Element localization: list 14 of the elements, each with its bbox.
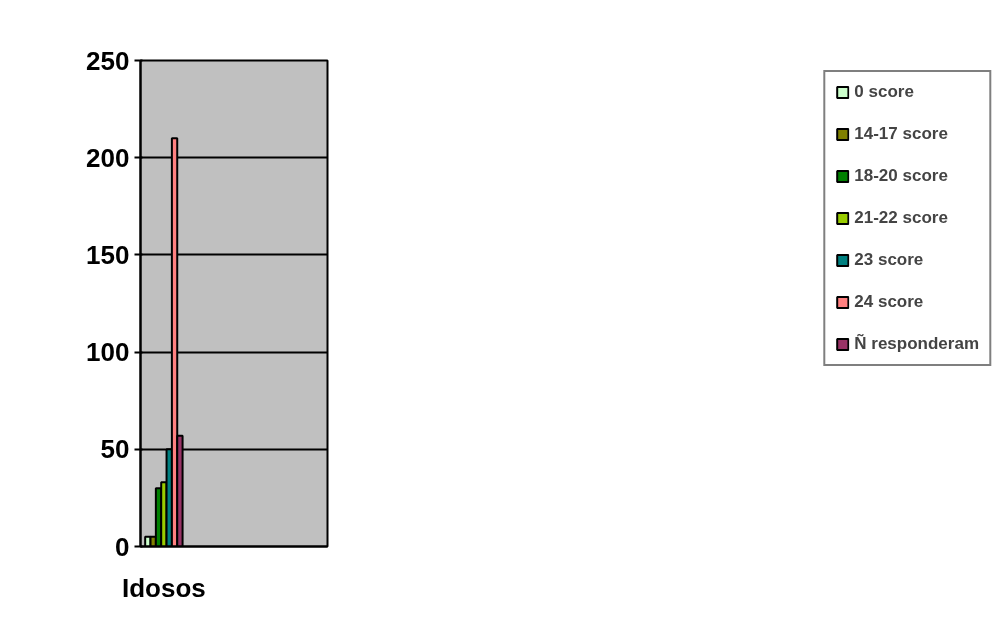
legend-label: 23 score bbox=[854, 250, 924, 270]
legend-label: 14-17 score bbox=[854, 124, 948, 144]
legend-label: 18-20 score bbox=[854, 166, 948, 186]
legend-label: Ñ responderam bbox=[854, 334, 979, 354]
y-tick-label: 0 bbox=[115, 531, 130, 562]
legend-label: 24 score bbox=[854, 292, 924, 312]
y-tick-label: 250 bbox=[86, 45, 130, 76]
legend-label: 21-22 score bbox=[854, 208, 948, 228]
y-tick-label: 100 bbox=[86, 337, 130, 368]
y-tick-label: 200 bbox=[86, 142, 130, 173]
legend-label: 0 score bbox=[854, 82, 914, 102]
y-tick-label: 150 bbox=[86, 239, 130, 270]
x-tick-label: Idosos bbox=[121, 572, 206, 603]
y-tick-label: 50 bbox=[100, 434, 130, 465]
